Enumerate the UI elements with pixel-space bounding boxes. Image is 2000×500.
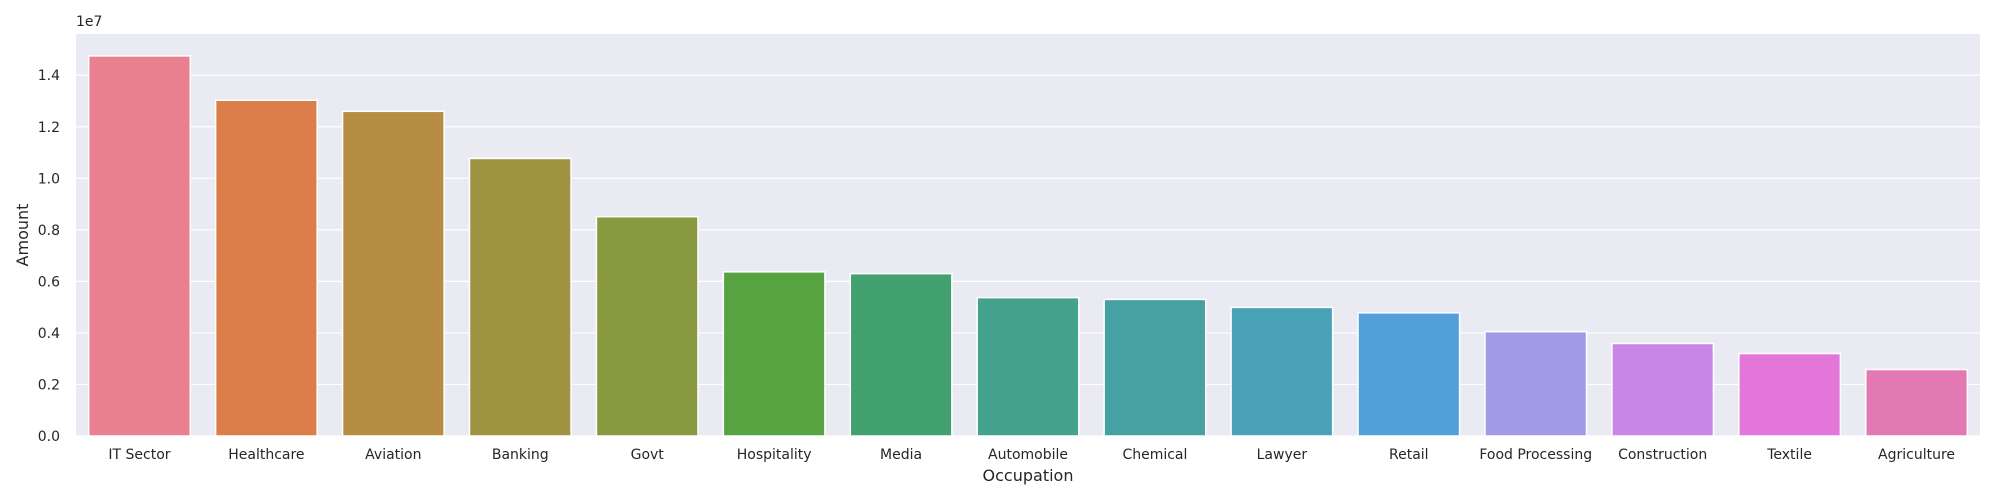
y-tick-label: 1.4 bbox=[38, 68, 60, 84]
x-tick-label: Govt bbox=[631, 447, 665, 463]
bar-retail bbox=[1357, 312, 1461, 437]
bar-banking bbox=[468, 157, 572, 437]
x-tick-labels: IT Sector Healthcare Aviation Banking Govt Ho… bbox=[108, 447, 1955, 463]
y-tick-labels: 0.0 0.2 0.4 0.6 0.8 1.0 1.2 1.4 bbox=[38, 68, 60, 445]
bar-aviation bbox=[341, 110, 445, 437]
y-tick-label: 0.8 bbox=[38, 223, 60, 239]
x-tick-label: Food Processing bbox=[1479, 447, 1592, 463]
bar-media bbox=[849, 272, 953, 437]
y-axis-title: Amount bbox=[13, 204, 32, 267]
y-tick-label: 0.2 bbox=[38, 377, 60, 393]
x-tick-label: Retail bbox=[1389, 447, 1429, 463]
bar-lawyer bbox=[1230, 306, 1334, 437]
x-tick-label: Textile bbox=[1766, 447, 1812, 463]
bar-hospitality bbox=[722, 271, 826, 437]
y-tick-label: 0.6 bbox=[38, 274, 60, 290]
x-tick-label: IT Sector bbox=[108, 447, 170, 463]
x-tick-label: Hospitality bbox=[737, 447, 812, 463]
y-tick-label: 1.0 bbox=[38, 171, 60, 187]
bar-healthcare bbox=[214, 99, 318, 437]
x-tick-label: Media bbox=[880, 447, 922, 463]
bar-govt bbox=[595, 215, 699, 437]
x-tick-label: Healthcare bbox=[228, 447, 304, 463]
x-tick-label: Construction bbox=[1618, 447, 1707, 463]
bar-it-sector bbox=[87, 55, 191, 437]
x-tick-label: Agriculture bbox=[1878, 447, 1955, 463]
bar-construction bbox=[1611, 342, 1715, 437]
y-tick-label: 1.2 bbox=[38, 120, 60, 136]
bar-chemical bbox=[1103, 298, 1207, 437]
bar-textile bbox=[1738, 352, 1842, 437]
x-axis-title: Occupation bbox=[983, 466, 1074, 485]
x-tick-label: Lawyer bbox=[1257, 447, 1308, 463]
y-tick-label: 0.4 bbox=[38, 326, 60, 342]
bar-food-processing bbox=[1484, 330, 1588, 437]
x-tick-label: Aviation bbox=[365, 447, 421, 463]
y-axis-offset-label: 1e7 bbox=[76, 14, 102, 30]
bar-agriculture bbox=[1865, 368, 1969, 437]
y-tick-label: 0.0 bbox=[38, 429, 60, 445]
bar-automobile bbox=[976, 296, 1080, 437]
x-tick-label: Automobile bbox=[988, 447, 1068, 463]
x-tick-label: Banking bbox=[492, 447, 549, 463]
bars bbox=[87, 55, 1969, 437]
x-tick-label: Chemical bbox=[1122, 447, 1187, 463]
